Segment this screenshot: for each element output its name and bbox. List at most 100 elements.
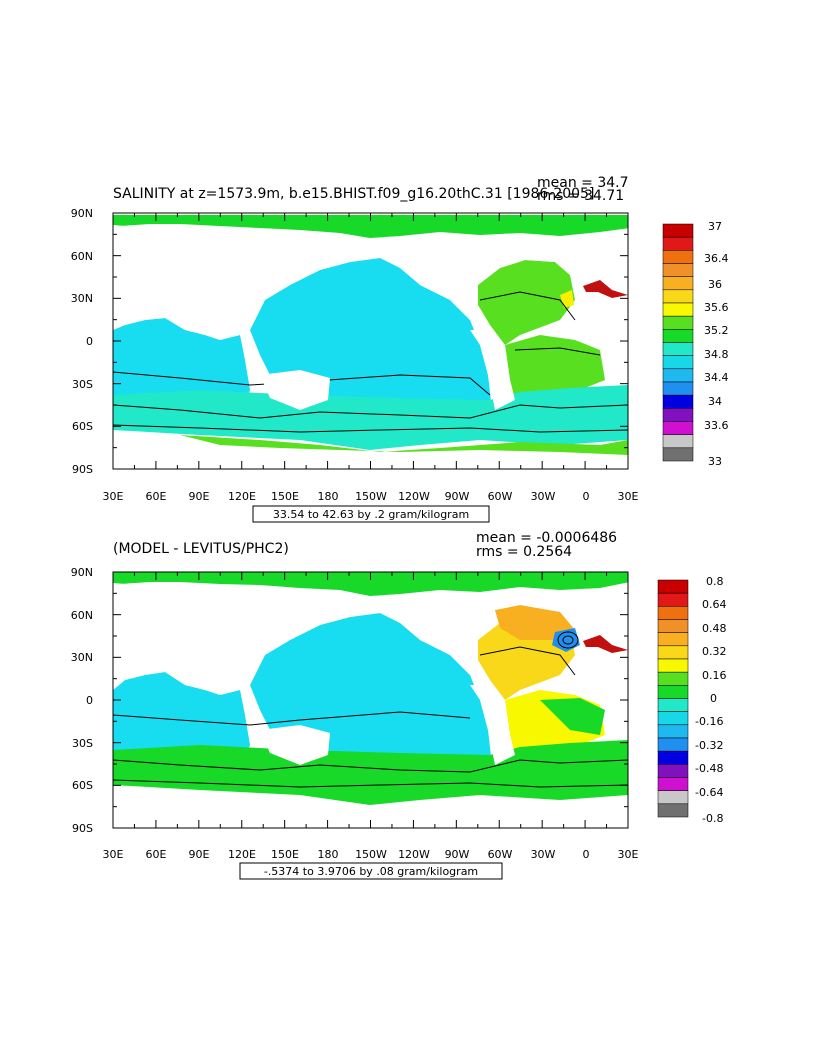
bottom-land-sa (470, 685, 515, 765)
colorbar-swatch (657, 803, 689, 818)
top-colorbar (662, 223, 694, 462)
top-map (113, 215, 628, 455)
top-lat-label: 30N (71, 292, 93, 305)
colorbar-swatch (657, 750, 689, 765)
bottom-lon-label: 120W (398, 848, 430, 861)
colorbar-swatch (662, 447, 694, 462)
bottom-cbar-label: -0.64 (695, 786, 723, 799)
bottom-contours (113, 631, 628, 788)
bottom-lon-label: 60W (488, 848, 513, 861)
bottom-lat-label: 0 (86, 694, 93, 707)
bottom-cbar-label: 0.32 (702, 645, 727, 658)
colorbar-swatch (662, 421, 694, 435)
colorbar-swatch (657, 764, 689, 778)
bottom-cbar-label: -0.32 (695, 739, 723, 752)
colorbar-swatch (657, 606, 689, 620)
bottom-cbar-label: -0.16 (695, 715, 723, 728)
bottom-panel: (MODEL - LEVITUS/PHC2) mean = -0.0006486… (71, 530, 727, 880)
bottom-cbar-label: -0.48 (695, 762, 723, 775)
bottom-range-box (239, 862, 503, 880)
top-land-na (400, 236, 572, 320)
bottom-colorbar-labels: 0.8 0.64 0.48 0.32 0.16 0 -0.16 -0.32 -0… (695, 575, 727, 825)
top-title: SALINITY at z=1573.9m, b.e15.BHIST.f09_g… (113, 186, 594, 202)
bottom-cbar-label: -0.8 (702, 812, 723, 825)
bottom-lat-label: 60S (72, 779, 93, 792)
top-lat-label: 30S (72, 378, 93, 391)
top-range-box (252, 505, 490, 523)
bottom-lon-label: 150E (271, 848, 299, 861)
colorbar-swatch (662, 276, 694, 291)
bottom-lon-label: 60E (146, 848, 167, 861)
top-lon-label: 150W (355, 490, 387, 503)
colorbar-swatch (662, 434, 694, 449)
colorbar-swatch (657, 737, 689, 752)
bottom-mean: mean = -0.0006486 (476, 530, 617, 546)
colorbar-swatch (657, 632, 689, 647)
top-rms: rms = 34.71 (537, 188, 624, 204)
bottom-atlantic-east (540, 698, 605, 735)
colorbar-swatch (662, 408, 694, 422)
top-cbar-label: 34.8 (704, 348, 729, 361)
colorbar-swatch (662, 263, 694, 277)
top-lat-label: 60N (71, 250, 93, 263)
top-lat-labels: 90N 60N 30N 0 30S 60S 90S (71, 207, 93, 476)
top-lat-label: 90S (72, 463, 93, 476)
top-cbar-label: 36 (708, 278, 722, 291)
bottom-lat-label: 90N (71, 566, 93, 579)
bottom-lat-label: 90S (72, 822, 93, 835)
top-cbar-label: 34 (708, 395, 722, 408)
colorbar-swatch (662, 315, 694, 330)
top-cbar-label: 33.6 (704, 419, 729, 432)
top-lon-label: 120E (228, 490, 256, 503)
bottom-cbar-label: 0 (710, 692, 717, 705)
colorbar-swatch (657, 711, 689, 726)
bottom-land-africa (575, 653, 628, 705)
top-colorbar-labels: 37 36.4 36 35.6 35.2 34.8 34.4 34 33.6 3… (704, 220, 729, 468)
bottom-lat-labels: 90N 60N 30N 0 30S 60S 90S (71, 566, 93, 835)
colorbar-swatch (657, 645, 689, 660)
bottom-lat-label: 30N (71, 651, 93, 664)
top-mean: mean = 34.7 (537, 175, 629, 191)
colorbar-swatch (657, 724, 689, 739)
colorbar-swatch (657, 619, 689, 633)
top-cbar-label: 33 (708, 455, 722, 468)
top-atlantic-north (478, 260, 575, 345)
bottom-lon-label: 30E (618, 848, 639, 861)
bottom-range-label: -.5374 to 3.9706 by .08 gram/kilogram (264, 865, 478, 878)
top-cbar-label: 34.4 (704, 371, 729, 384)
colorbar-swatch (662, 289, 694, 304)
top-cbar-label: 36.4 (704, 252, 729, 265)
bottom-map (113, 572, 628, 805)
top-lon-label: 150E (271, 490, 299, 503)
bottom-land-australia (260, 725, 330, 765)
top-gulf (560, 290, 574, 308)
bottom-lon-label: 120E (228, 848, 256, 861)
colorbar-swatch (657, 685, 689, 699)
top-lon-label: 90E (189, 490, 210, 503)
colorbar-swatch (662, 355, 694, 370)
bottom-lat-label: 30S (72, 737, 93, 750)
top-lon-label: 120W (398, 490, 430, 503)
top-cbar-label: 35.2 (704, 324, 729, 337)
colorbar-swatch (657, 698, 689, 712)
bottom-rms: rms = 0.2564 (476, 544, 572, 560)
bottom-cbar-label: 0.8 (706, 575, 724, 588)
colorbar-swatch (662, 223, 694, 238)
top-lat-label: 90N (71, 207, 93, 220)
bottom-lon-label: 90W (445, 848, 470, 861)
bottom-lon-labels: 30E 60E 90E 120E 150E 180 150W 120W 90W … (103, 848, 639, 861)
top-land-sa (470, 330, 515, 410)
bottom-lon-label: 90E (189, 848, 210, 861)
bottom-colorbar (657, 579, 689, 818)
top-lat-label: 60S (72, 420, 93, 433)
top-lon-label: 0 (583, 490, 590, 503)
bottom-lon-label: 30W (531, 848, 556, 861)
top-lon-label: 30W (531, 490, 556, 503)
colorbar-swatch (657, 658, 689, 673)
colorbar-swatch (662, 302, 694, 317)
colorbar-swatch (662, 250, 694, 264)
top-cbar-label: 35.6 (704, 301, 729, 314)
bottom-lon-label: 150W (355, 848, 387, 861)
colorbar-swatch (662, 368, 694, 383)
